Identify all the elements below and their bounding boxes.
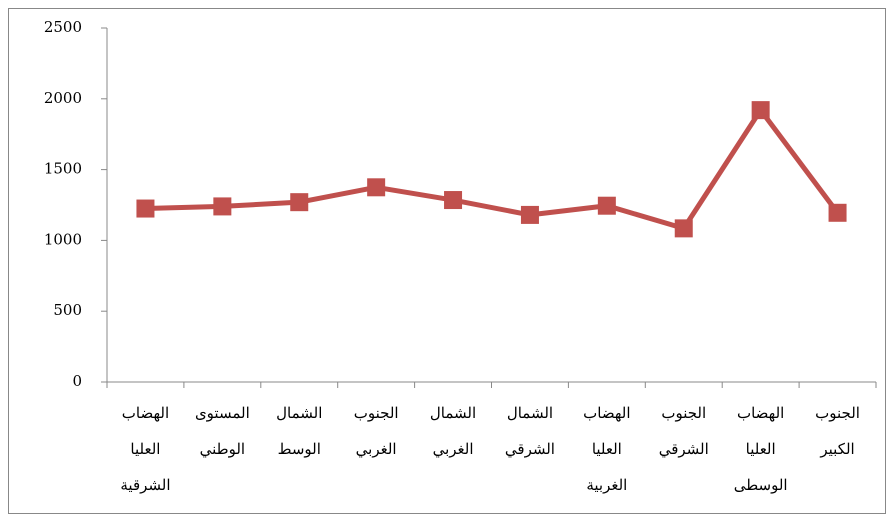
marker — [520, 205, 539, 224]
x-tick-label: الجنوب الكبير — [815, 404, 860, 458]
marker — [751, 101, 770, 120]
line — [145, 107, 840, 231]
marker — [213, 197, 232, 216]
y-tick-label: 2500 — [44, 18, 82, 36]
x-tick-label: الشمال الغربي — [430, 404, 476, 458]
marker — [597, 196, 616, 215]
marker — [367, 178, 386, 197]
chart-frame — [8, 8, 886, 514]
x-tick-label: المستوى الوطني — [195, 404, 250, 458]
y-tick-label: 500 — [53, 301, 82, 319]
x-tick-label: الشمال الشرقي — [505, 404, 555, 458]
y-tick-label: 1000 — [44, 230, 82, 248]
x-tick-label: الهضاب العليا الوسطى — [734, 404, 788, 494]
marker — [828, 203, 847, 222]
y-tick-label: 2000 — [44, 89, 82, 107]
x-tick-label: الشمال الوسط — [276, 404, 322, 458]
marker — [674, 219, 693, 238]
y-tick-label: 1500 — [44, 160, 82, 178]
x-tick-label: الهضاب العليا الشرقية — [120, 404, 170, 494]
x-tick-label: الجنوب الشرقي — [659, 404, 709, 458]
marker — [136, 199, 155, 218]
x-tick-label: الهضاب العليا الغربية — [583, 404, 630, 494]
y-tick-label: 0 — [72, 372, 82, 390]
marker — [290, 193, 309, 212]
marker — [444, 191, 463, 210]
x-tick-label: الجنوب الغربي — [354, 404, 399, 458]
